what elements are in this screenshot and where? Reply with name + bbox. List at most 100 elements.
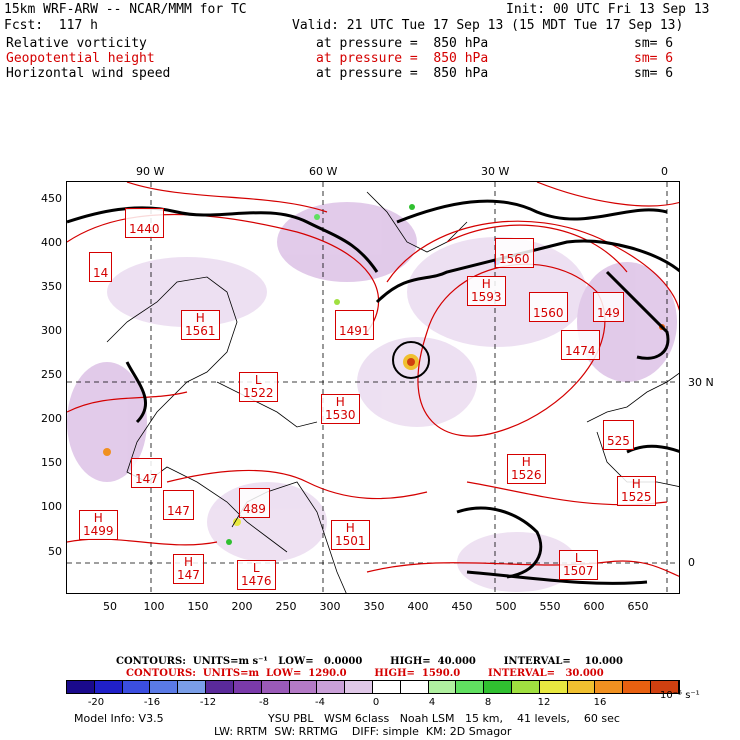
colorbar-label: 8 — [484, 697, 492, 708]
y-tick: 200 — [41, 412, 62, 425]
field-level-wind: at pressure = 850 hPa — [316, 66, 489, 81]
lon-label-90w: 90 W — [136, 165, 165, 178]
geopotential-low-label: L 1507 — [559, 550, 598, 580]
field-sm-geopotential: sm= 6 — [634, 51, 674, 66]
map-canvas — [67, 182, 679, 593]
geopotential-label: 149 — [593, 292, 624, 322]
field-name-geopotential: Geopotential height — [6, 51, 155, 66]
colorbar-label: -12 — [199, 697, 217, 708]
colorbar-swatch — [539, 681, 568, 693]
valid-time: Valid: 21 UTC Tue 17 Sep 13 (15 MDT Tue … — [292, 18, 684, 33]
x-tick: 250 — [275, 600, 297, 613]
geopotential-label: 525 — [603, 420, 634, 450]
x-tick: 350 — [363, 600, 385, 613]
colorbar-label: -16 — [143, 697, 161, 708]
forecast-hour: Fcst: 117 h — [4, 18, 98, 33]
colorbar — [66, 680, 680, 694]
geopotential-label: 489 — [239, 488, 270, 518]
contour-info-wind: CONTOURS: UNITS=m s⁻¹ LOW= 0.0000 HIGH= … — [116, 656, 623, 667]
geopotential-label: 1491 — [335, 310, 374, 340]
field-sm-wind: sm= 6 — [634, 66, 674, 81]
field-name-wind: Horizontal wind speed — [6, 66, 171, 81]
contour-info-geopotential: CONTOURS: UNITS=m LOW= 1290.0 HIGH= 1590… — [126, 668, 604, 679]
colorbar-swatch — [178, 681, 207, 693]
colorbar-swatch — [233, 681, 262, 693]
geopotential-high-label: H 1561 — [181, 310, 220, 340]
geopotential-label: 14 — [89, 252, 113, 282]
colorbar-swatch — [372, 681, 401, 693]
colorbar-swatch — [67, 681, 95, 693]
y-tick: 150 — [41, 456, 62, 469]
lat-label-0: 0 — [688, 556, 695, 569]
colorbar-swatch — [484, 681, 512, 693]
colorbar-label: 4 — [428, 697, 436, 708]
x-tick: 50 — [103, 600, 117, 613]
y-tick: 350 — [41, 280, 62, 293]
colorbar-units: 10⁻⁵ s⁻¹ — [660, 690, 700, 701]
y-tick: 250 — [41, 368, 62, 381]
lat-label-30n: 30 N — [688, 376, 714, 389]
colorbar-swatch — [94, 681, 123, 693]
x-tick: 150 — [187, 600, 209, 613]
colorbar-swatch — [651, 681, 679, 693]
lat-lon-grid — [67, 182, 679, 593]
colorbar-swatch — [150, 681, 179, 693]
colorbar-swatch — [400, 681, 429, 693]
geopotential-label: 1560 — [495, 238, 534, 268]
colorbar-label: -8 — [259, 697, 269, 708]
colorbar-label: 16 — [593, 697, 607, 708]
geopotential-high-label: H 1530 — [321, 394, 360, 424]
geopotential-high-label: H 147 — [173, 554, 204, 584]
colorbar-swatch — [567, 681, 596, 693]
geopotential-low-label: L 1476 — [237, 560, 276, 590]
x-tick: 400 — [407, 600, 429, 613]
geopotential-high-label: H 1526 — [507, 454, 546, 484]
colorbar-label: -4 — [315, 697, 325, 708]
field-level-vorticity: at pressure = 850 hPa — [316, 36, 489, 51]
geopotential-low-label: L 1522 — [239, 372, 278, 402]
x-tick: 100 — [143, 600, 165, 613]
lon-label-30w: 30 W — [481, 165, 510, 178]
colorbar-swatch — [428, 681, 457, 693]
colorbar-label: 12 — [537, 697, 551, 708]
colorbar-swatch — [595, 681, 624, 693]
geopotential-high-label: H 1501 — [331, 520, 370, 550]
geopotential-high-label: H 1593 — [467, 276, 506, 306]
geopotential-label: 1560 — [529, 292, 568, 322]
y-tick: 450 — [41, 192, 62, 205]
geopotential-label: 1474 — [561, 330, 600, 360]
lon-label-0: 0 — [661, 165, 668, 178]
x-tick: 300 — [319, 600, 341, 613]
field-name-vorticity: Relative vorticity — [6, 36, 147, 51]
x-tick: 450 — [451, 600, 473, 613]
field-sm-vorticity: sm= 6 — [634, 36, 674, 51]
colorbar-swatch — [289, 681, 318, 693]
colorbar-swatch — [345, 681, 373, 693]
colorbar-label: -20 — [87, 697, 105, 708]
colorbar-label: 0 — [372, 697, 380, 708]
x-tick: 600 — [583, 600, 605, 613]
geopotential-high-label: H 1499 — [79, 510, 118, 540]
x-tick: 500 — [495, 600, 517, 613]
physics-line-2: LW: RRTM SW: RRTMG DIFF: simple KM: 2D S… — [214, 725, 512, 738]
init-time: Init: 00 UTC Fri 13 Sep 13 — [506, 2, 710, 17]
colorbar-swatch — [261, 681, 290, 693]
y-tick: 400 — [41, 236, 62, 249]
field-level-geopotential: at pressure = 850 hPa — [316, 51, 489, 66]
y-tick: 50 — [48, 545, 62, 558]
x-tick: 550 — [539, 600, 561, 613]
model-title: 15km WRF-ARW -- NCAR/MMM for TC — [4, 2, 247, 17]
colorbar-swatch — [456, 681, 485, 693]
colorbar-swatch — [317, 681, 346, 693]
y-tick: 100 — [41, 500, 62, 513]
vorticity-shading — [67, 202, 677, 592]
geopotential-high-label: H 1525 — [617, 476, 656, 506]
geopotential-label: 147 — [131, 458, 162, 488]
colorbar-swatch — [623, 681, 652, 693]
y-tick: 300 — [41, 324, 62, 337]
x-tick: 650 — [627, 600, 649, 613]
model-info: Model Info: V3.5 — [74, 712, 164, 725]
physics-line-1: YSU PBL WSM 6class Noah LSM 15 km, 41 le… — [268, 712, 620, 725]
lon-label-60w: 60 W — [309, 165, 338, 178]
